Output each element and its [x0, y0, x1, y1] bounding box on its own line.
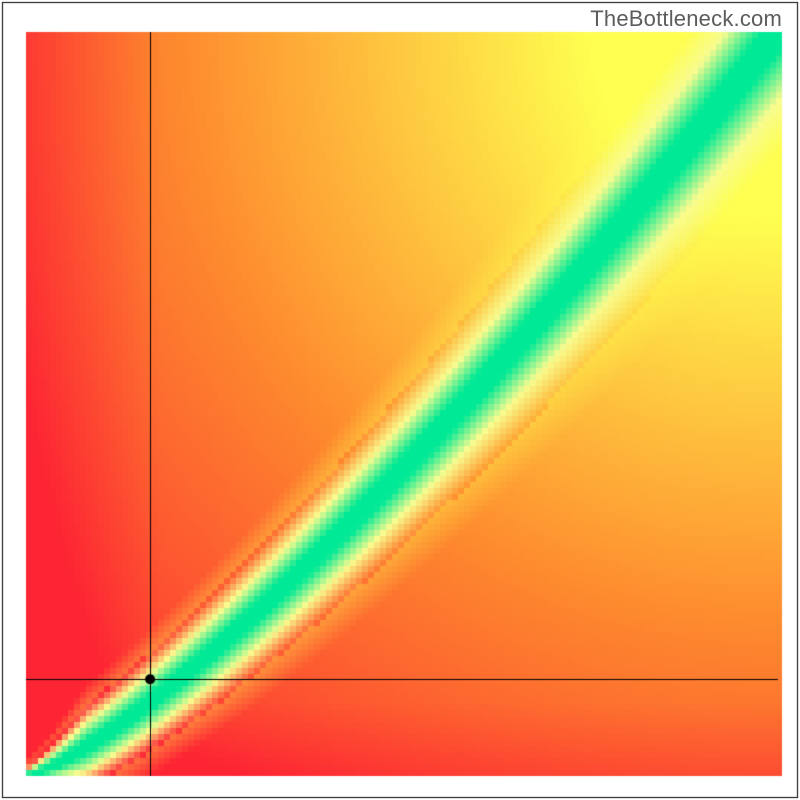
heatmap-canvas: [0, 0, 800, 800]
watermark-text: TheBottleneck.com: [590, 6, 782, 32]
figure-container: TheBottleneck.com: [0, 0, 800, 800]
